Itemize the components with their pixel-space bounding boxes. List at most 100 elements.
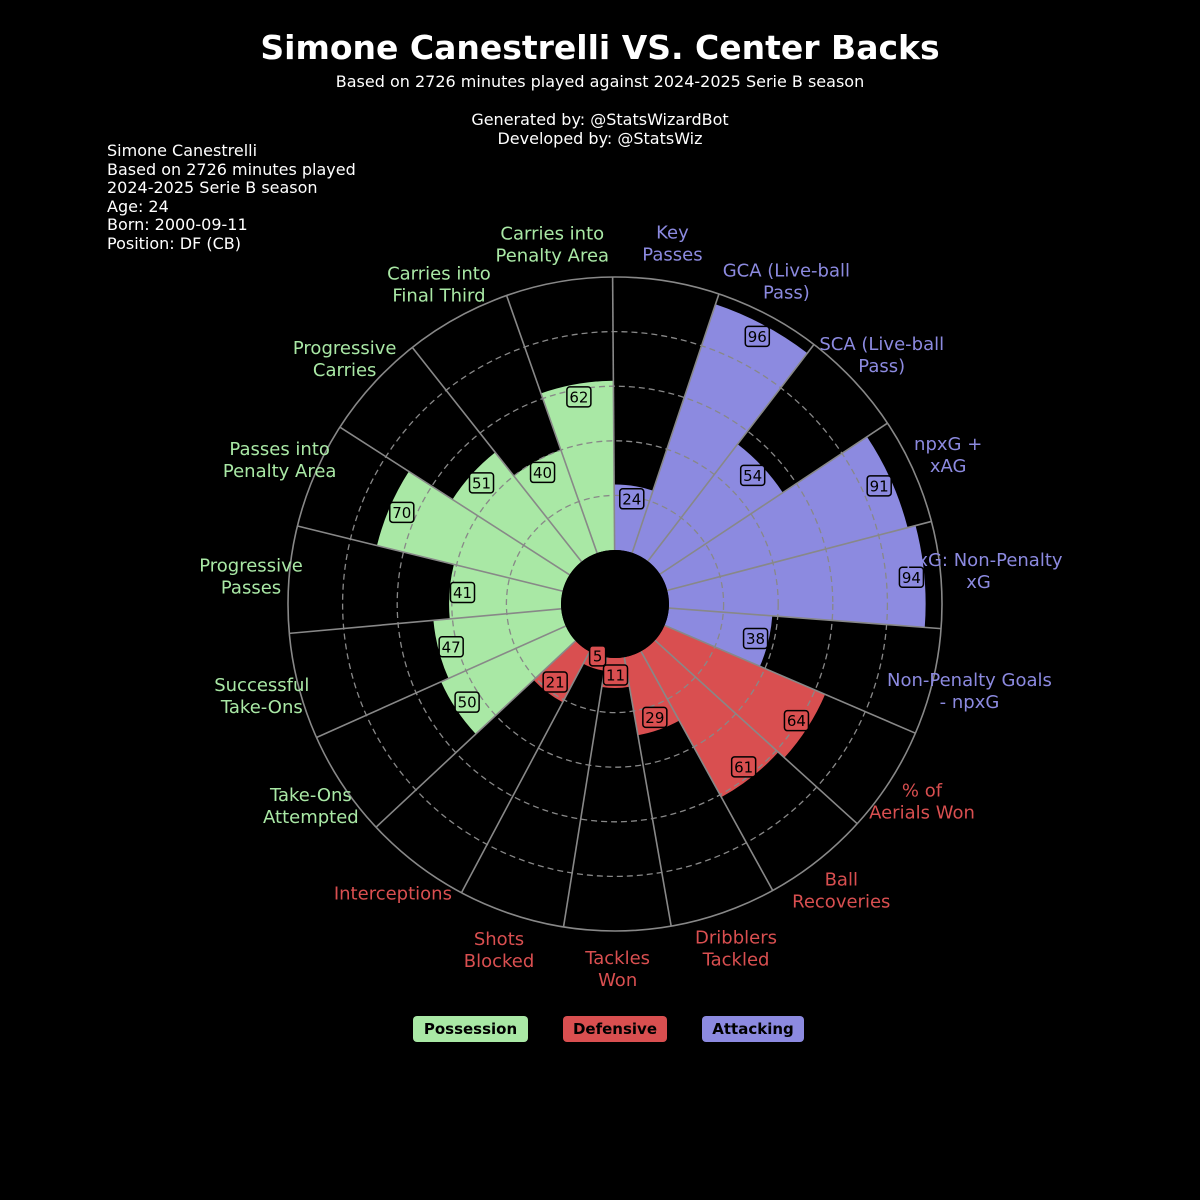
spoke-0: [668, 607, 942, 630]
category-label-17: % of Aerials Won: [869, 780, 975, 823]
spoke-2: [659, 422, 888, 575]
player-name: Simone Canestrelli: [107, 141, 258, 160]
player-minutes: Based on 2726 minutes played: [107, 159, 356, 179]
value-label-9: 41: [453, 584, 472, 602]
legend-attacking: Attacking: [702, 1016, 804, 1042]
chart-title: Simone Canestrelli VS. Center Backs: [260, 28, 940, 67]
category-label-0: npxG: Non-Penalty xG: [895, 550, 1063, 593]
category-label-1: npxG + xAG: [914, 434, 982, 477]
spoke-10: [289, 608, 562, 635]
value-label-10: 47: [442, 638, 461, 656]
generated-by-credit: Generated by: @StatsWizardBot: [471, 110, 729, 129]
value-label-13: 5: [593, 647, 603, 665]
spoke-17: [654, 639, 858, 825]
player-position: Position: DF (CB): [107, 233, 242, 253]
category-label-2: SCA (Live-ball Pass): [819, 334, 944, 377]
value-label-1: 91: [870, 477, 889, 495]
player-age: Age: 24: [107, 196, 169, 216]
value-box-5: [566, 386, 592, 408]
value-label-5: 62: [569, 388, 588, 406]
value-label-4: 24: [622, 490, 641, 508]
value-box-17: [783, 709, 810, 732]
bar-1: [659, 436, 908, 591]
value-label-11: 50: [458, 694, 477, 712]
category-label-8: Passes into Penalty Area: [223, 439, 337, 482]
value-label-14: 11: [606, 667, 625, 685]
category-label-16: Ball Recoveries: [792, 869, 890, 912]
category-label-6: Carries into Final Third: [387, 263, 491, 306]
bar-0: [667, 525, 926, 628]
category-label-4: Key Passes: [642, 223, 702, 266]
value-box-1: [866, 475, 892, 497]
value-box-3: [744, 325, 771, 348]
value-label-12: 21: [546, 674, 565, 692]
grid-ring-3: [341, 330, 889, 878]
spoke-8: [339, 426, 571, 576]
category-label-7: Progressive Carries: [293, 338, 397, 381]
value-label-8: 70: [392, 504, 411, 522]
value-box-2: [739, 464, 766, 487]
legend-defensive: Defensive: [563, 1016, 667, 1042]
value-box-9: [449, 581, 476, 604]
grid-ring-1: [451, 440, 779, 768]
category-label-13: Shots Blocked: [464, 929, 535, 972]
player-season: 2024-2025 Serie B season: [107, 178, 318, 197]
spoke-14: [562, 657, 608, 928]
spoke-9: [297, 525, 563, 592]
value-label-18: 38: [746, 630, 765, 648]
value-box-8: [389, 501, 415, 524]
bar-9: [449, 564, 563, 619]
value-label-3: 96: [748, 328, 767, 346]
value-label-16: 61: [734, 758, 753, 776]
value-label-7: 51: [472, 474, 491, 492]
value-box-10: [438, 636, 464, 658]
developed-by-credit: Developed by: @StatsWiz: [497, 129, 703, 148]
bar-3: [632, 304, 808, 562]
bar-5: [540, 380, 615, 554]
spoke-3: [647, 344, 815, 562]
center-hub: [561, 550, 669, 658]
value-label-2: 54: [743, 467, 762, 485]
spoke-18: [664, 624, 916, 734]
value-label-15: 29: [645, 709, 664, 727]
value-box-0: [898, 566, 925, 589]
legend-possession: Possession: [413, 1016, 528, 1042]
category-label-12: Interceptions: [334, 884, 452, 905]
value-box-4: [619, 488, 645, 510]
outer-ring: [287, 276, 943, 932]
bar-10: [433, 608, 566, 679]
player-born: Born: 2000-09-11: [107, 215, 248, 234]
value-label-0: 94: [902, 569, 921, 587]
player-info: Simone Canestrelli Based on 2726 minutes…: [107, 141, 356, 253]
value-box-6: [529, 461, 556, 484]
spoke-13: [460, 651, 591, 894]
spoke-15: [623, 657, 672, 927]
value-box-11: [454, 691, 480, 713]
value-box-14: [602, 664, 629, 686]
value-label-6: 40: [533, 464, 552, 482]
value-box-16: [730, 756, 757, 778]
value-box-7: [468, 472, 495, 494]
value-label-17: 64: [787, 712, 806, 730]
spoke-12: [375, 640, 577, 828]
value-box-15: [642, 706, 668, 729]
category-label-11: Take-Ons Attempted: [263, 785, 359, 828]
grid-ring-2: [396, 385, 834, 823]
value-box-12: [542, 671, 568, 693]
category-label-9: Progressive Passes: [199, 556, 303, 599]
category-label-14: Tackles Won: [584, 948, 650, 991]
category-label-3: GCA (Live-ball Pass): [723, 261, 850, 304]
category-label-5: Carries into Penalty Area: [496, 223, 610, 266]
spoke-16: [640, 650, 774, 891]
category-label-18: Non-Penalty Goals - npxG: [887, 670, 1052, 713]
spoke-11: [316, 625, 567, 739]
bar-8: [376, 471, 570, 592]
value-box-13: [588, 645, 607, 667]
chart-subtitle: Based on 2726 minutes played against 202…: [335, 72, 865, 91]
spoke-5: [611, 277, 616, 551]
value-box-18: [742, 627, 769, 650]
spoke-7: [411, 346, 583, 563]
spoke-1: [667, 520, 932, 592]
bar-17: [654, 625, 826, 758]
